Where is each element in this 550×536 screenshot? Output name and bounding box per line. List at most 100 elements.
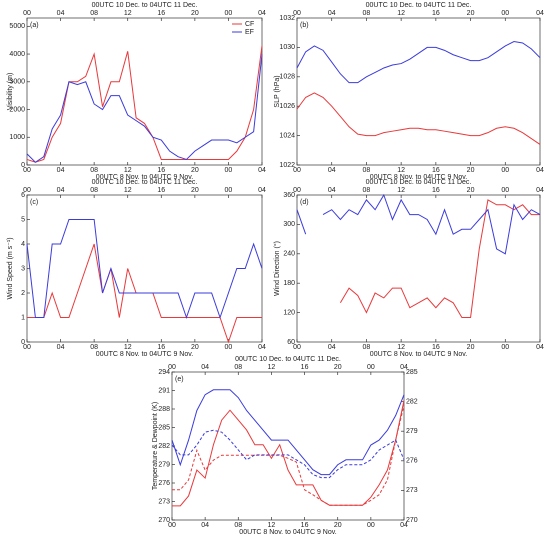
x2-tick-label: 16 (432, 10, 440, 17)
x2-tick-label: 08 (90, 187, 98, 194)
y-axis-title: Wind Direction (°) (273, 241, 281, 296)
y-tick-label: 3000 (9, 79, 25, 86)
x2-tick-label: 00 (23, 10, 31, 17)
x-axis-title: 00UTC 8 Nov. to 04UTC 9 Nov. (96, 174, 193, 181)
y2-tick-label: 279 (406, 428, 418, 435)
y-tick-label: 60 (287, 339, 295, 346)
y-tick-label: 282 (158, 443, 170, 450)
x2-tick-label: 00 (293, 187, 301, 194)
legend-label: CF (245, 21, 254, 28)
x2-axis-title: 00UTC 10 Dec. to 04UTC 11 Dec. (92, 179, 198, 186)
x-tick-label: 04 (201, 522, 209, 529)
y2-tick-label: 270 (406, 517, 418, 524)
x2-tick-label: 20 (467, 187, 475, 194)
x-tick-label: 08 (90, 344, 98, 351)
y-axis-title: Wind Speed (m s⁻¹) (7, 237, 14, 299)
y2-tick-label: 285 (406, 369, 418, 376)
x2-tick-label: 12 (124, 10, 132, 17)
y-tick-label: 4000 (9, 51, 25, 58)
x-tick-label: 04 (328, 167, 336, 174)
panel-label: (a) (30, 22, 39, 29)
x-tick-label: 12 (397, 344, 405, 351)
x2-tick-label: 08 (90, 10, 98, 17)
x-tick-label: 20 (191, 344, 199, 351)
x2-tick-label: 04 (258, 187, 266, 194)
x2-tick-label: 00 (225, 10, 233, 17)
x2-tick-label: 16 (157, 187, 165, 194)
y-tick-label: 1000 (9, 134, 25, 141)
x2-tick-label: 00 (367, 364, 375, 371)
x-tick-label: 00 (501, 344, 509, 351)
x-axis-title: 00UTC 8 Nov. to 04UTC 9 Nov. (370, 351, 467, 358)
x-tick-label: 00 (367, 522, 375, 529)
x2-tick-label: 16 (432, 187, 440, 194)
x2-tick-label: 00 (293, 10, 301, 17)
x2-tick-label: 04 (536, 187, 544, 194)
series-line (26, 45, 263, 163)
x-tick-label: 16 (432, 344, 440, 351)
x-tick-label: 04 (57, 344, 65, 351)
plot-frame (26, 17, 263, 166)
x-tick-label: 16 (432, 167, 440, 174)
y-tick-label: 120 (283, 309, 295, 316)
x-axis-title: 00UTC 8 Nov. to 04UTC 9 Nov. (96, 351, 193, 358)
x2-tick-label: 04 (57, 10, 65, 17)
plot-frame (296, 194, 541, 343)
x2-tick-label: 00 (501, 10, 509, 17)
x2-axis-title: 00UTC 10 Dec. to 04UTC 11 Dec. (235, 356, 341, 363)
y-tick-label: 270 (158, 517, 170, 524)
x-tick-label: 00 (501, 167, 509, 174)
x2-tick-label: 20 (334, 364, 342, 371)
y-tick-label: 0 (21, 162, 25, 169)
x-tick-label: 00 (225, 344, 233, 351)
x2-tick-label: 04 (258, 10, 266, 17)
plot-frame (26, 194, 263, 343)
y-tick-label: 291 (158, 387, 170, 394)
x2-tick-label: 16 (157, 10, 165, 17)
series-line (339, 199, 540, 318)
x2-tick-label: 00 (225, 187, 233, 194)
x2-tick-label: 08 (363, 187, 371, 194)
series-line (26, 219, 263, 320)
x-tick-label: 12 (124, 344, 132, 351)
y-tick-label: 1026 (279, 103, 295, 110)
x-tick-label: 16 (157, 167, 165, 174)
x-tick-label: 08 (363, 167, 371, 174)
x-tick-label: 20 (191, 167, 199, 174)
x-tick-label: 20 (467, 167, 475, 174)
y-tick-label: 5 (21, 216, 25, 223)
y-tick-label: 1 (21, 314, 25, 321)
x-tick-label: 00 (293, 167, 301, 174)
series-line (171, 429, 405, 479)
y-tick-label: 288 (158, 406, 170, 413)
x-tick-label: 08 (363, 344, 371, 351)
x2-tick-label: 20 (467, 10, 475, 17)
y-axis-title: Visibility (m) (7, 73, 14, 111)
panel-label: (e) (175, 376, 184, 383)
series-line (26, 54, 263, 163)
x-tick-label: 00 (293, 344, 301, 351)
y-tick-label: 3 (21, 265, 25, 272)
y-tick-label: 180 (283, 280, 295, 287)
x2-tick-label: 12 (268, 364, 276, 371)
x2-tick-label: 12 (124, 187, 132, 194)
x2-tick-label: 00 (23, 187, 31, 194)
x-tick-label: 04 (536, 344, 544, 351)
panel-label: (c) (30, 199, 38, 206)
series-line (172, 405, 405, 506)
x-axis-title: 00UTC 8 Nov. to 04UTC 9 Nov. (370, 174, 467, 181)
x-tick-label: 04 (536, 167, 544, 174)
x-tick-label: 20 (334, 522, 342, 529)
y-axis-title: Temperature & Dewpoint (K) (152, 402, 159, 490)
y-tick-label: 6 (21, 192, 25, 199)
x2-tick-label: 04 (201, 364, 209, 371)
x-tick-label: 08 (234, 522, 242, 529)
x-tick-label: 08 (90, 167, 98, 174)
x2-tick-label: 04 (400, 364, 408, 371)
plot-frame (296, 17, 541, 166)
y-tick-label: 276 (158, 480, 170, 487)
x-tick-label: 16 (301, 522, 309, 529)
x2-tick-label: 20 (191, 10, 199, 17)
x-axis-title: 00UTC 8 Nov. to 04UTC 9 Nov. (239, 529, 336, 536)
